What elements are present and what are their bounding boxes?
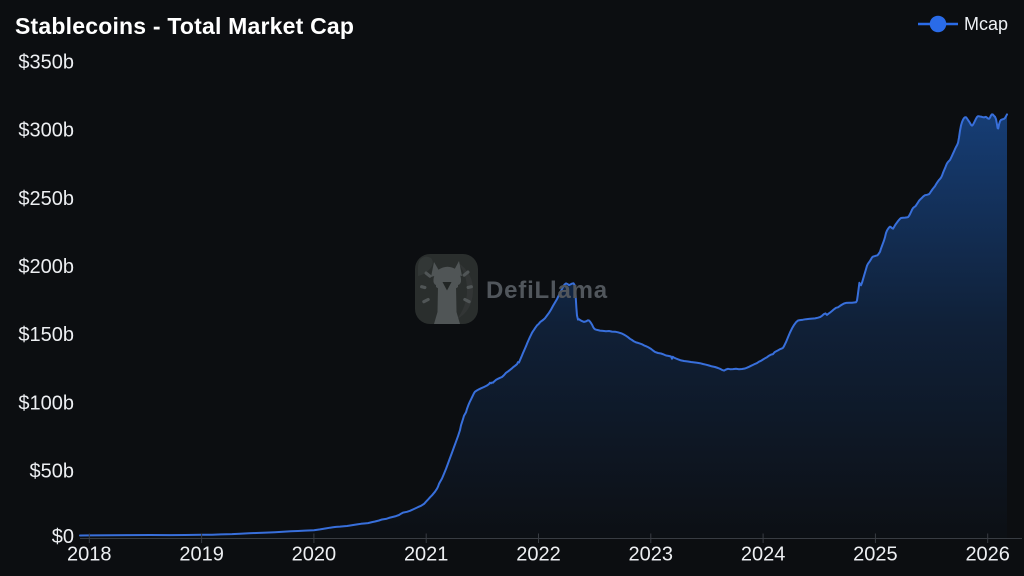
svg-text:$50b: $50b [30, 461, 75, 483]
svg-text:$350b: $350b [18, 51, 74, 73]
svg-text:2026: 2026 [965, 544, 1010, 566]
svg-text:$150b: $150b [18, 324, 74, 346]
svg-text:2018: 2018 [67, 544, 112, 566]
svg-text:2025: 2025 [853, 544, 898, 566]
svg-text:$250b: $250b [18, 188, 74, 210]
svg-text:$300b: $300b [18, 120, 74, 142]
svg-text:$200b: $200b [18, 256, 74, 278]
svg-text:2024: 2024 [741, 544, 786, 566]
svg-text:2021: 2021 [404, 544, 449, 566]
svg-text:2022: 2022 [516, 544, 561, 566]
svg-text:2019: 2019 [179, 544, 224, 566]
svg-text:2023: 2023 [629, 544, 674, 566]
svg-text:$100b: $100b [18, 392, 74, 414]
svg-text:2020: 2020 [292, 544, 337, 566]
svg-text:$0: $0 [52, 526, 74, 548]
